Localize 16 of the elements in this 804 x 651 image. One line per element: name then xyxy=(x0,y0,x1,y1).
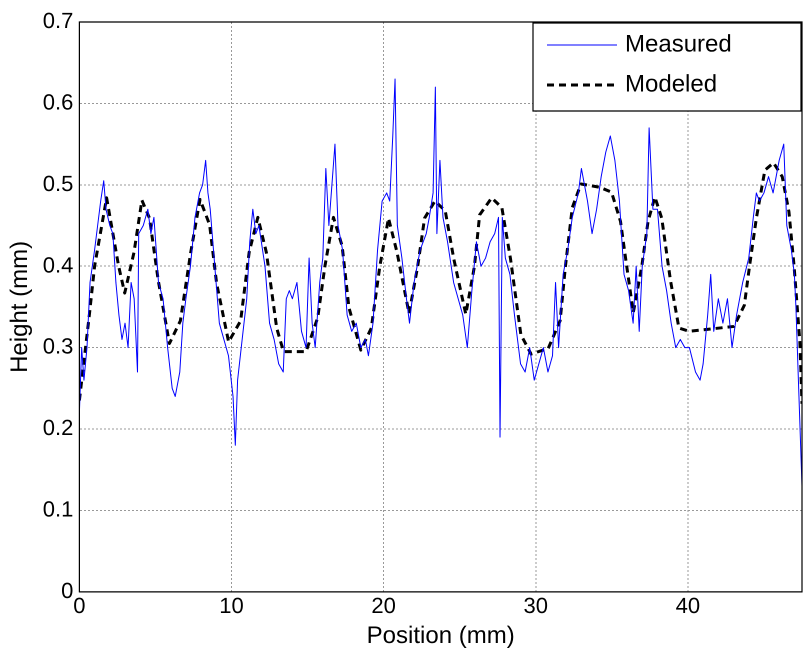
x-tick-label: 30 xyxy=(524,593,548,618)
legend-label: Modeled xyxy=(625,70,718,98)
y-tick-label: 0.4 xyxy=(42,252,74,278)
y-tick-label: 0.5 xyxy=(42,170,74,196)
x-tick-label: 20 xyxy=(371,593,396,618)
y-tick-label: 0 xyxy=(61,578,74,603)
y-tick-label: 0.3 xyxy=(42,334,74,359)
x-tick-label: 40 xyxy=(676,593,700,618)
legend-label: Measured xyxy=(625,30,732,58)
x-tick-label: 10 xyxy=(219,593,244,618)
y-tick-label: 0.1 xyxy=(42,496,74,522)
y-tick-label: 0.7 xyxy=(42,8,74,34)
y-tick-label: 0.6 xyxy=(42,89,74,114)
y-tick-label: 0.2 xyxy=(42,415,74,440)
y-axis-title: Height (mm) xyxy=(6,240,34,373)
x-axis-title: Position (mm) xyxy=(366,622,515,650)
